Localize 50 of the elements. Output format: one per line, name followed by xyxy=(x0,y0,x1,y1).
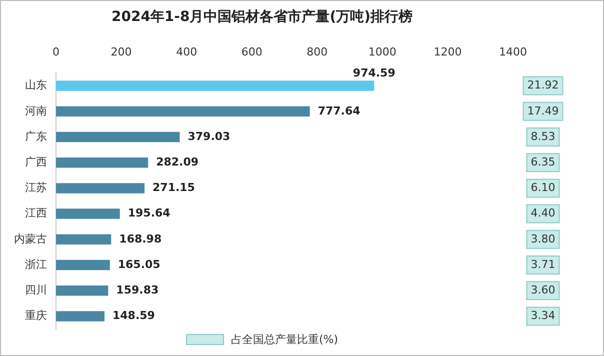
y-tick-label: 四川 xyxy=(25,283,47,296)
x-tick-label: 600 xyxy=(241,45,262,58)
y-tick-label: 广东 xyxy=(25,130,47,143)
y-tick-label: 广西 xyxy=(25,155,47,168)
bar xyxy=(56,80,374,91)
y-tick-label: 山东 xyxy=(25,78,47,92)
bar xyxy=(56,132,180,142)
y-tick-label: 重庆 xyxy=(25,309,47,322)
bar xyxy=(56,183,145,194)
text: 8.53 xyxy=(530,130,556,143)
y-tick-label: 内蒙古 xyxy=(14,232,47,246)
text: 21.92 xyxy=(527,78,559,92)
text: 3.34 xyxy=(530,309,556,322)
x-tick-label: 200 xyxy=(110,45,132,58)
text: 17.49 xyxy=(527,104,559,118)
data-label: 271.15 xyxy=(152,181,195,194)
data-label: 282.09 xyxy=(156,155,199,168)
text: 6.10 xyxy=(530,181,556,194)
x-tick-label: 400 xyxy=(176,45,198,58)
data-label: 195.64 xyxy=(128,206,171,220)
bar xyxy=(56,260,110,270)
chart-title: 2024年1-8月中国铝材各省市产量(万吨)排行榜 xyxy=(111,8,413,26)
bar xyxy=(56,285,108,296)
data-label: 777.64 xyxy=(318,104,361,118)
x-tick-label: 800 xyxy=(306,45,328,58)
bar xyxy=(56,106,310,117)
x-tick-label: 0 xyxy=(52,45,60,58)
bar xyxy=(56,157,148,168)
text: 3.80 xyxy=(530,232,556,246)
bar xyxy=(56,311,105,322)
text: 3.60 xyxy=(530,283,556,296)
y-tick-label: 江苏 xyxy=(25,181,47,194)
text: 占全国总产量比重(%) xyxy=(231,332,338,346)
x-tick-label: 1200 xyxy=(434,45,462,58)
data-label: 168.98 xyxy=(119,232,162,246)
data-label: 379.03 xyxy=(188,130,230,143)
x-tick-label: 1400 xyxy=(499,45,527,58)
bar xyxy=(56,234,112,245)
data-label: 165.05 xyxy=(118,258,160,271)
text: 3.71 xyxy=(530,258,556,271)
data-label: 974.59 xyxy=(352,66,396,80)
y-tick-label: 河南 xyxy=(25,104,47,118)
bar xyxy=(56,208,120,219)
y-tick-label: 浙江 xyxy=(25,258,47,271)
text: 6.35 xyxy=(530,155,556,168)
y-tick-label: 江西 xyxy=(25,206,47,220)
x-tick-label: 1000 xyxy=(368,45,396,58)
text: 4.40 xyxy=(530,206,556,220)
data-label: 148.59 xyxy=(112,309,155,322)
data-label: 159.83 xyxy=(116,283,159,296)
